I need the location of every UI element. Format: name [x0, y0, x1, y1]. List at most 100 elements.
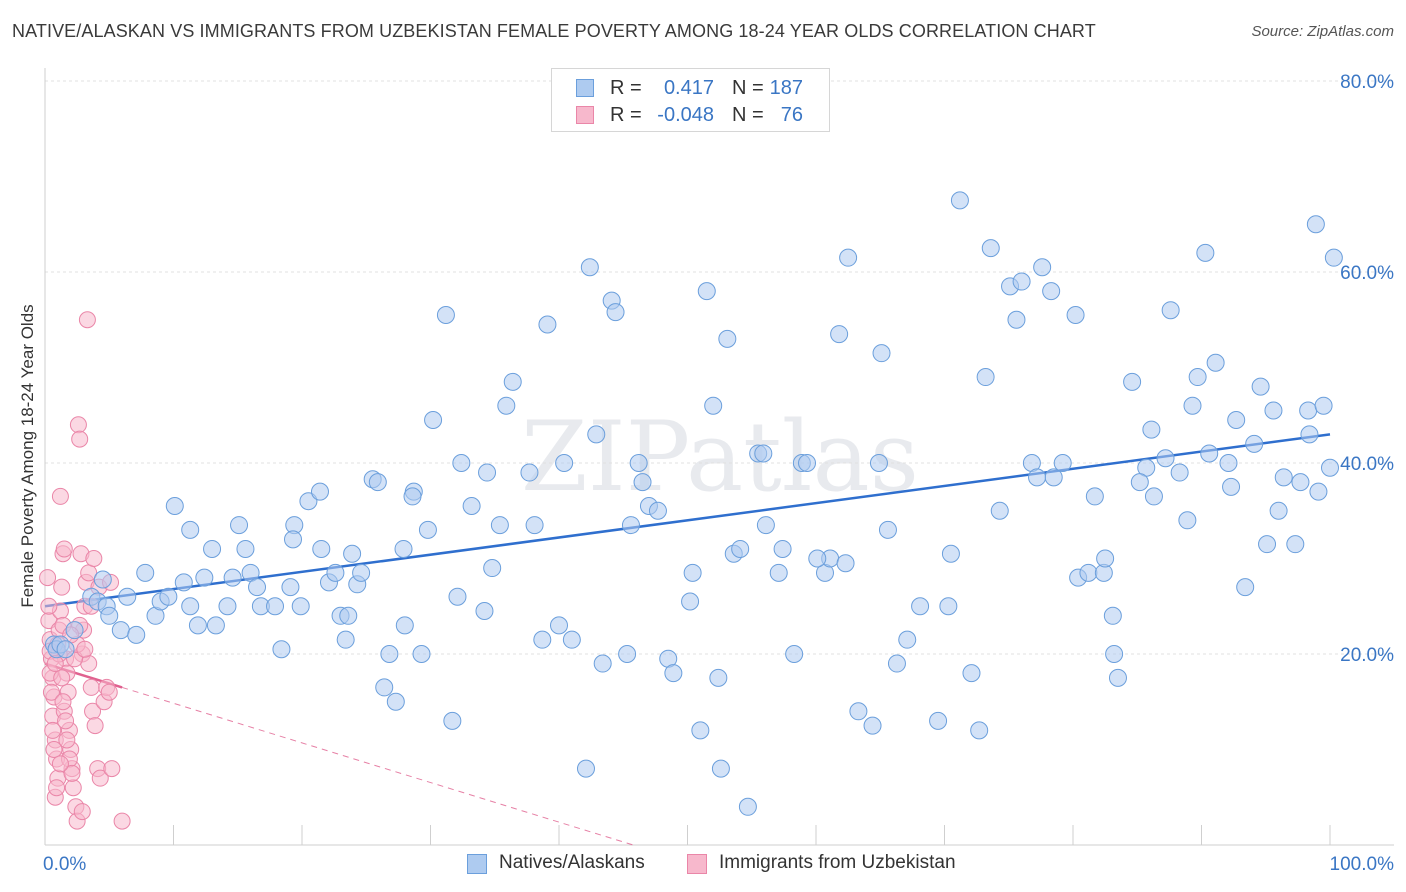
data-point-natives [976, 368, 995, 387]
data-point-natives [483, 559, 502, 578]
data-point-natives [1258, 535, 1277, 554]
data-point-natives [343, 544, 362, 563]
bottom-legend-label: Immigrants from Uzbekistan [719, 852, 956, 873]
data-point-natives [203, 539, 222, 558]
data-point-natives [503, 372, 522, 391]
data-point-natives [299, 492, 318, 511]
data-point-natives [1096, 549, 1115, 568]
data-point-natives [709, 668, 728, 687]
data-point-natives [236, 539, 255, 558]
data-point-natives [339, 606, 358, 625]
data-point-natives [555, 454, 574, 472]
data-point-natives [839, 248, 858, 267]
data-point-natives [970, 721, 989, 740]
data-point-natives [756, 516, 775, 535]
data-point-uzbekistan [100, 683, 118, 701]
data-point-natives [118, 587, 137, 606]
y-tick-label: 60.0% [1340, 263, 1394, 284]
data-point-natives [929, 711, 948, 730]
y-axis-title: Female Poverty Among 18-24 Year Olds [18, 304, 37, 608]
legend-swatch-pink [576, 106, 594, 124]
data-point-natives [1178, 511, 1197, 530]
data-point-natives [576, 759, 595, 778]
data-point-natives [443, 711, 462, 730]
data-point-natives [1033, 258, 1052, 277]
legend-n-value: 187 [769, 77, 803, 99]
data-point-natives [664, 664, 683, 683]
data-point-natives [606, 303, 625, 322]
data-point-natives [195, 568, 214, 587]
data-point-natives [785, 645, 804, 663]
data-point-natives [478, 463, 497, 482]
data-point-natives [1286, 535, 1305, 554]
data-point-natives [1196, 243, 1215, 262]
data-point-uzbekistan [91, 769, 109, 787]
trend-line-natives [44, 433, 1331, 608]
data-point-natives [380, 645, 399, 663]
data-point-natives [525, 516, 544, 535]
legend-n-label: N = [732, 77, 764, 99]
legend-r-value: -0.048 [657, 104, 714, 126]
data-point-natives [497, 396, 516, 415]
data-point-natives [1188, 368, 1207, 387]
data-point-natives [1264, 401, 1283, 420]
x-tick-label: 0.0% [43, 854, 86, 875]
data-point-natives [181, 597, 200, 616]
data-point-natives [1251, 377, 1270, 396]
data-point-natives [633, 473, 652, 492]
data-point-natives [448, 587, 467, 606]
data-point-natives [188, 616, 207, 635]
data-point-natives [1123, 372, 1142, 391]
data-point-natives [1200, 444, 1219, 463]
data-point-uzbekistan [57, 712, 75, 730]
data-point-natives [418, 520, 437, 539]
data-point-natives [475, 602, 494, 621]
data-point-uzbekistan [48, 779, 66, 797]
data-point-natives [1299, 401, 1318, 420]
data-point-natives [808, 549, 827, 568]
data-point-uzbekistan [54, 693, 72, 711]
data-point-natives [1053, 454, 1072, 472]
data-point-natives [1314, 396, 1333, 415]
bottom-legend-swatch-pink [687, 854, 707, 874]
data-point-natives [1028, 468, 1047, 487]
watermark-text: ZIPatlas [521, 401, 919, 513]
data-point-natives [621, 516, 640, 535]
bottom-legend-label: Natives/Alaskans [499, 852, 645, 873]
data-point-natives [394, 539, 413, 558]
data-point-natives [1274, 468, 1293, 487]
data-point-natives [1085, 487, 1104, 506]
data-point-uzbekistan [80, 655, 98, 673]
data-point-natives [1170, 463, 1189, 482]
data-point-natives [281, 578, 300, 597]
data-point-natives [100, 606, 119, 625]
data-point-uzbekistan [78, 311, 96, 329]
data-point-natives [836, 554, 855, 573]
points-natives-alaskans [44, 191, 1343, 816]
x-tick-label: 100.0% [1330, 854, 1395, 875]
data-point-natives [1108, 668, 1127, 687]
data-point-natives [284, 530, 303, 549]
data-point-natives [580, 258, 599, 277]
data-point-natives [618, 645, 637, 663]
data-point-natives [830, 325, 849, 344]
data-point-natives [1291, 473, 1310, 492]
data-point-natives [887, 654, 906, 673]
data-point-natives [562, 630, 581, 649]
data-point-natives [1079, 563, 1098, 582]
data-point-natives [718, 329, 737, 348]
legend-swatch-blue [576, 79, 594, 97]
legend-row-natives: R = 0.417 N = 187 [552, 74, 829, 100]
data-point-natives [1142, 420, 1161, 439]
data-point-natives [704, 396, 723, 415]
data-point-natives [248, 578, 267, 597]
data-point-natives [863, 716, 882, 735]
data-point-natives [223, 568, 242, 587]
data-point-natives [1161, 301, 1180, 320]
data-point-natives [1245, 434, 1264, 453]
data-point-natives [798, 454, 817, 472]
y-tick-label: 20.0% [1340, 645, 1394, 666]
data-point-natives [754, 444, 773, 463]
data-point-natives [386, 692, 405, 711]
